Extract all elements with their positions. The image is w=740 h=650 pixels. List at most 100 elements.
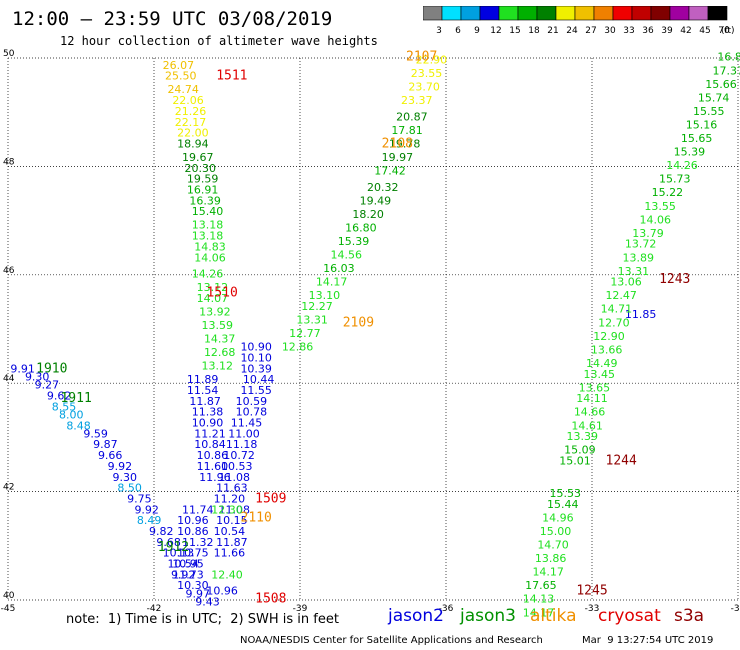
wave-height-value: 11.74	[182, 503, 214, 516]
wave-height-value: 20.87	[396, 110, 428, 123]
wave-height-value: 25.50	[165, 70, 197, 83]
wave-height-value: 14.71	[601, 303, 633, 316]
wave-height-value: 15.66	[705, 78, 737, 91]
legend-tick-label: 24	[566, 26, 578, 36]
wave-height-value: 12.90	[593, 330, 625, 343]
wave-height-value: 13.10	[309, 289, 341, 302]
wave-height-value: 11.54	[187, 384, 219, 397]
wave-height-value: 10.39	[240, 362, 272, 375]
legend-unit: (ft)	[721, 26, 735, 36]
wave-height-value: 13.92	[199, 305, 231, 318]
wave-height-value: 10.86	[197, 449, 229, 462]
wave-height-value: 14.66	[574, 406, 606, 419]
wave-height-value: 9.30	[113, 471, 138, 484]
wave-height-value: 19.59	[187, 173, 219, 186]
wave-height-value: 12.30	[211, 503, 243, 516]
wave-height-value: 10.78	[236, 406, 268, 419]
wave-height-value: 10.59	[236, 395, 268, 408]
pass-time-label: 1910	[36, 361, 67, 376]
wave-height-value: 9.62	[47, 389, 72, 402]
wave-height-value: 11.45	[231, 417, 263, 430]
legend-jason3: jason3	[460, 606, 516, 626]
wave-height-value: 23.70	[408, 81, 440, 94]
wave-height-value: 14.17	[532, 566, 564, 579]
legend-altika: altika	[530, 606, 577, 626]
wave-height-value: 14.07	[197, 292, 229, 305]
wave-height-value: 15.73	[659, 173, 691, 186]
wave-height-value: 21.26	[175, 105, 207, 118]
wave-height-value: 12.70	[598, 316, 630, 329]
wave-height-value: 13.31	[296, 314, 328, 327]
wave-height-value: 15.00	[540, 525, 572, 538]
legend-tick-label: 12	[490, 26, 501, 36]
y-tick-label: 42	[3, 483, 14, 493]
legend-tick-label: 21	[547, 26, 558, 36]
wave-height-value: 13.86	[535, 552, 567, 565]
wave-height-value: 15.44	[547, 498, 579, 511]
x-tick-label: -30	[731, 604, 740, 614]
wave-height-value: 9.92	[108, 460, 133, 473]
wave-height-value: 11.08	[219, 503, 251, 516]
wave-height-value: 11.87	[189, 395, 221, 408]
wave-height-value: 22.06	[172, 94, 204, 107]
wave-height-value: 8.48	[66, 419, 91, 432]
wave-height-value: 11.32	[182, 536, 214, 549]
wave-height-value: 8.55	[52, 400, 77, 413]
wave-height-value: 23.55	[411, 67, 443, 80]
legend-tick-label: 6	[455, 26, 461, 36]
wave-height-value: 22.00	[177, 127, 209, 140]
wave-height-value: 13.55	[644, 200, 676, 213]
wave-height-value: 12.47	[605, 289, 637, 302]
wave-height-value: 14.49	[586, 357, 618, 370]
y-tick-label: 46	[3, 266, 15, 276]
credit-line: NOAA/NESDIS Center for Satellite Applica…	[240, 635, 543, 646]
y-tick-label: 48	[3, 157, 15, 167]
wave-height-value: 12.40	[211, 568, 243, 581]
wave-height-value: 11.96	[199, 471, 231, 484]
wave-height-value: 10.90	[240, 341, 272, 354]
wave-height-value: 10.15	[216, 514, 248, 527]
wave-height-value: 12.68	[204, 346, 236, 359]
wave-height-value: 15.55	[693, 105, 725, 118]
wave-height-value: 9.30	[25, 370, 50, 383]
wave-height-value: 19.97	[382, 151, 414, 164]
pass-time-label: 2107	[406, 50, 437, 65]
chart-subtitle: 12 hour collection of altimeter wave hei…	[60, 34, 378, 48]
wave-height-value: 13.31	[618, 265, 650, 278]
wave-height-value: 9.27	[35, 379, 60, 392]
x-tick-label: -39	[293, 604, 308, 614]
wave-height-value: 9.92	[171, 568, 196, 581]
wave-height-value: 11.63	[216, 482, 248, 495]
wave-height-value: 11.73	[172, 568, 204, 581]
wave-height-value: 8.00	[59, 408, 84, 421]
x-tick-label: -42	[147, 604, 162, 614]
x-tick-label: -45	[1, 604, 16, 614]
wave-height-value: 17.42	[374, 165, 406, 178]
wave-height-value: 19.67	[182, 151, 214, 164]
wave-height-value: 11.55	[240, 384, 272, 397]
wave-height-value: 20.30	[184, 162, 216, 175]
wave-height-value: 9.59	[83, 427, 108, 440]
legend-tick-label: 36	[642, 26, 654, 36]
wave-height-value: 14.26	[666, 159, 698, 172]
wave-height-value: 22.17	[175, 116, 207, 129]
wave-height-value: 9.91	[10, 362, 35, 375]
legend-tick-label: 15	[509, 26, 520, 36]
wave-height-value: 26.07	[163, 59, 195, 72]
wave-height-value: 16.91	[187, 184, 219, 197]
wave-height-value: 11.85	[625, 308, 657, 321]
wave-height-value: 14.11	[576, 392, 608, 405]
color-legend: 3 6 9 12 15 18 21 24 27 30 33 36 39 42 45 70(ft)	[423, 6, 735, 36]
wave-height-value: 13.12	[197, 281, 229, 294]
wave-height-value: 15.09	[564, 444, 596, 457]
legend-tick-label: 30	[604, 26, 616, 36]
wave-height-value: 13.12	[202, 360, 234, 373]
wave-height-value: 17.65	[525, 579, 557, 592]
wave-height-value: 9.97	[186, 587, 211, 600]
wave-height-value: 10.96	[206, 585, 238, 598]
wave-height-value: 9.82	[149, 525, 174, 538]
legend-tick-label: 39	[661, 26, 673, 36]
wave-height-value: 19.78	[389, 137, 421, 150]
footnote: note: 1) Time is in UTC; 2) SWH is in fe…	[66, 612, 339, 627]
wave-height-value: 14.06	[640, 213, 672, 226]
